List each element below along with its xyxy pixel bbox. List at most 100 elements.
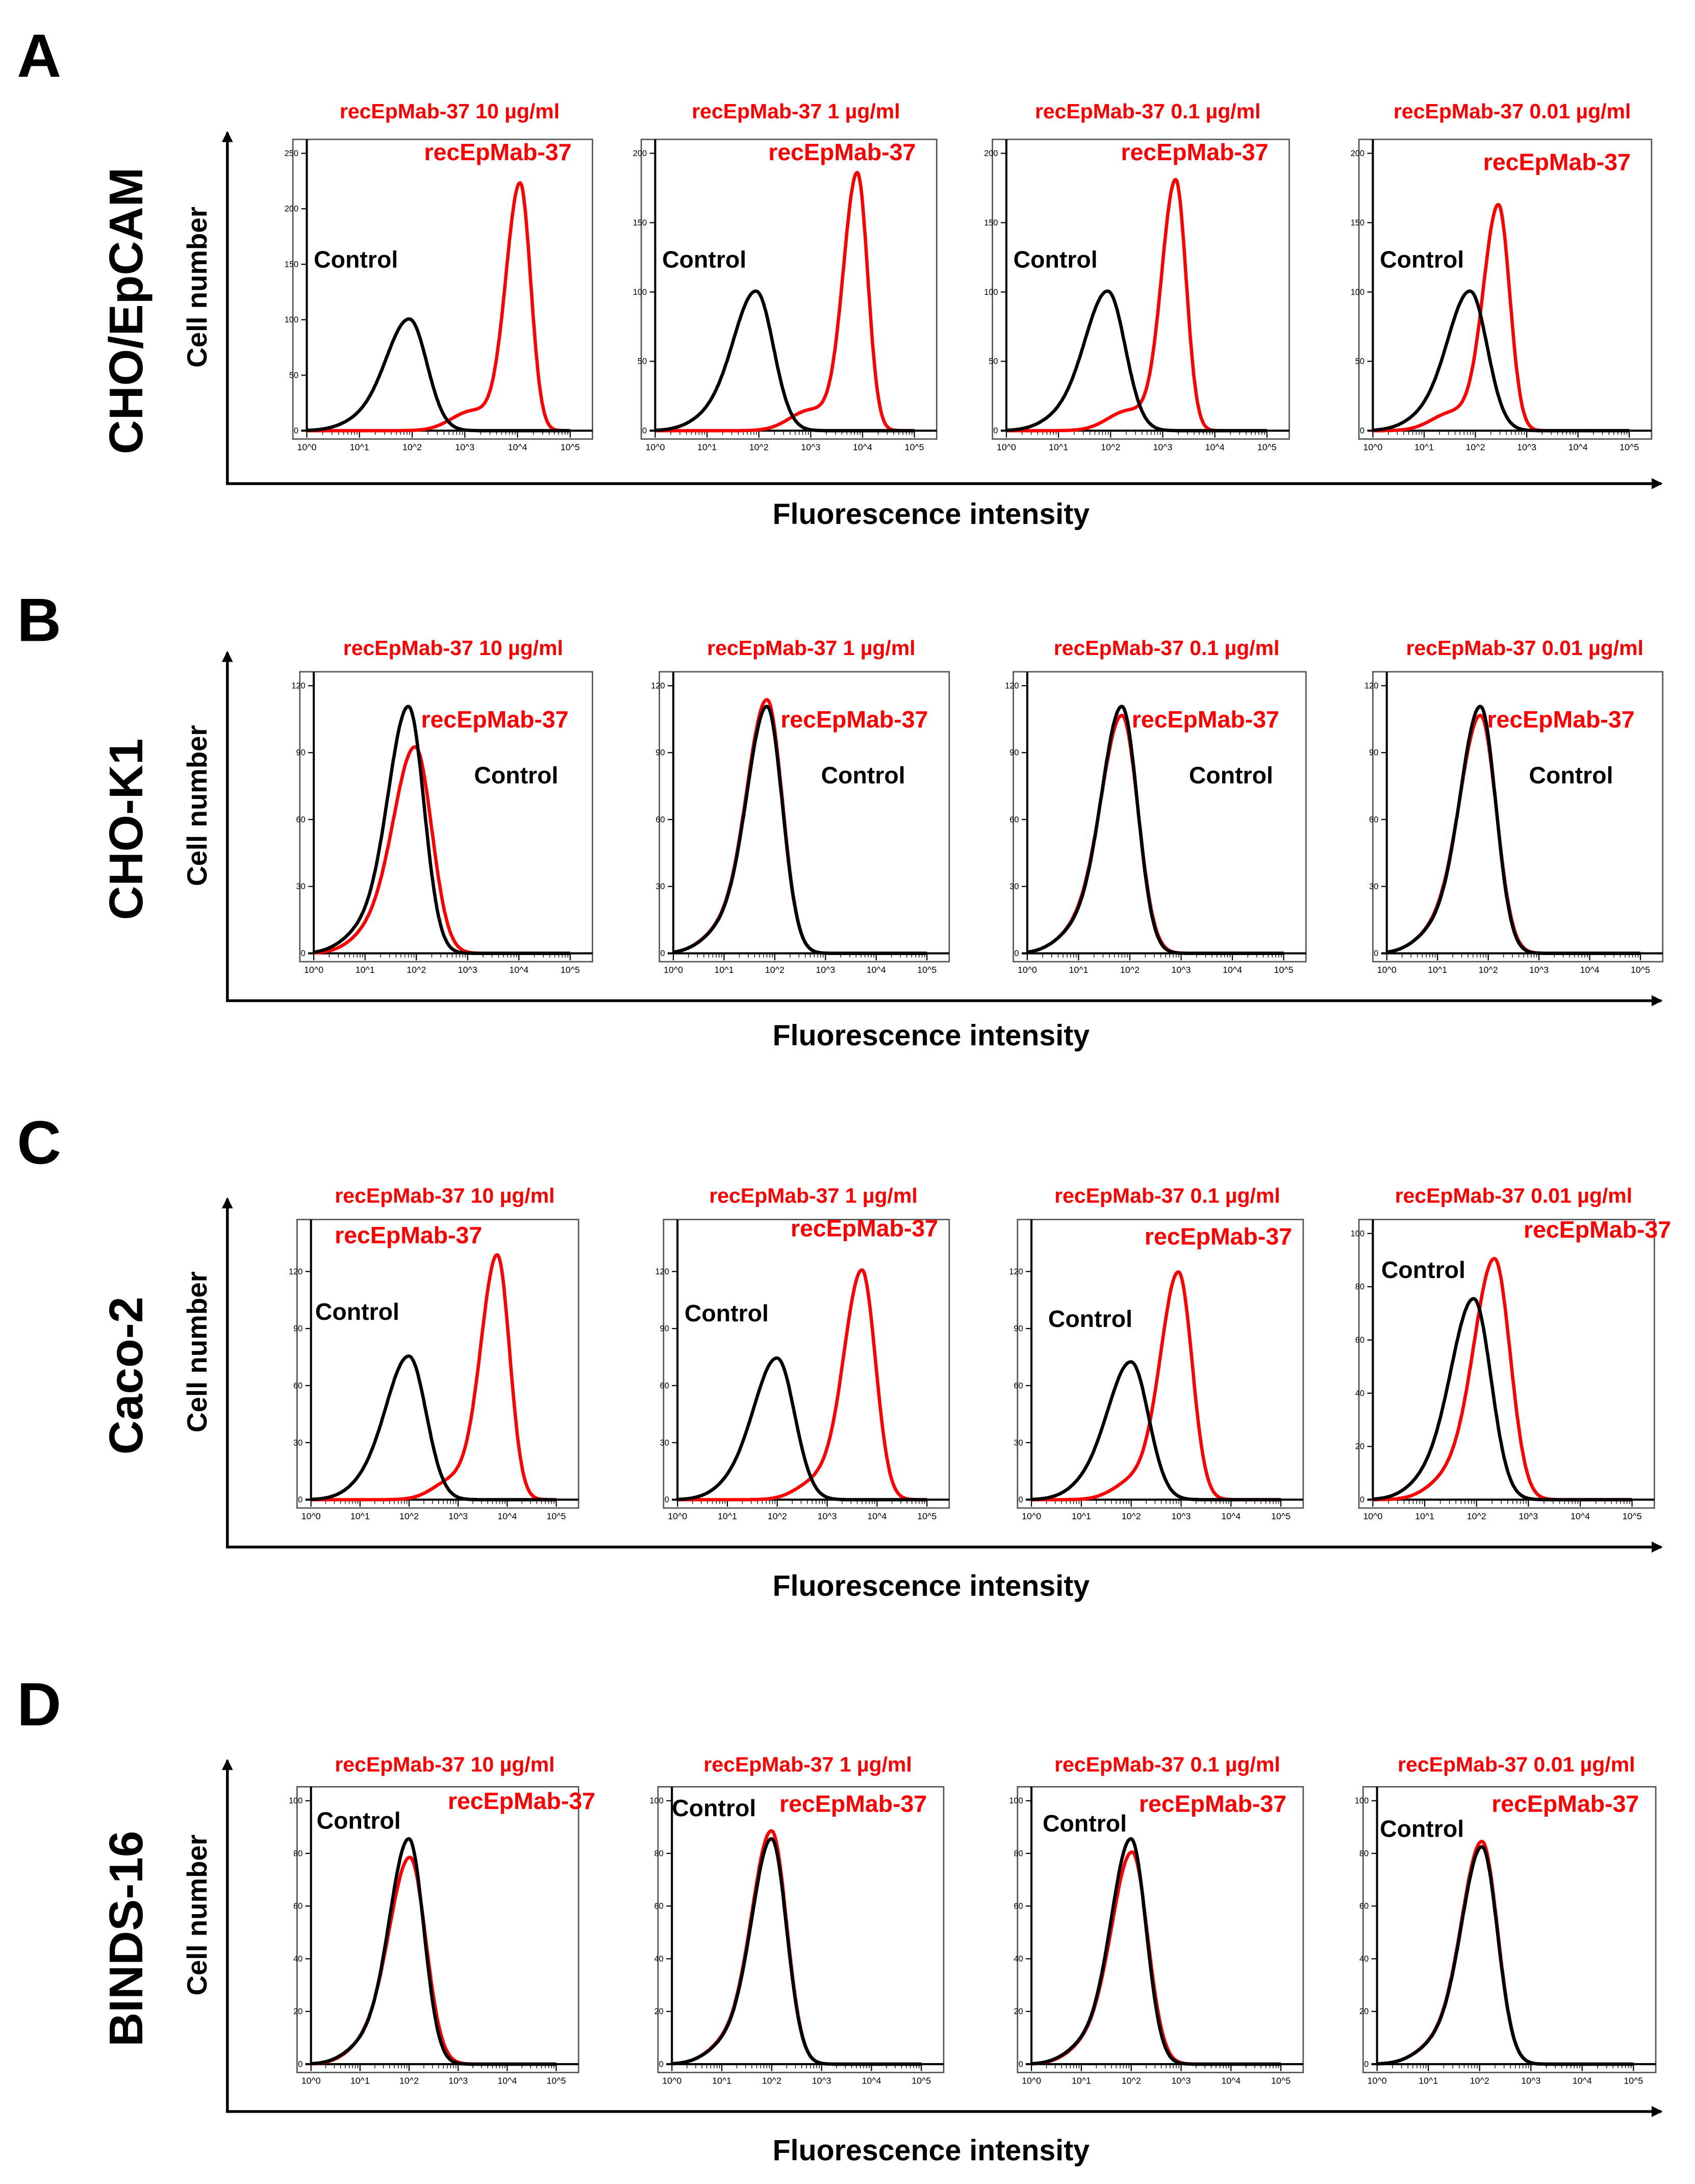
y-tick-label: 200 — [633, 149, 647, 158]
cell-line-label: Caco-2 — [99, 1297, 153, 1455]
histogram-panel: recEpMab-37 0.1 µg/ml 0 30 60 90 120 10^0 10^1 1… — [1005, 636, 1307, 975]
x-tick-label: 10^3 — [448, 1511, 468, 1521]
control-curve-label: Control — [1014, 246, 1098, 273]
y-tick-label: 100 — [1351, 1229, 1364, 1238]
antibody-histogram-curve — [1386, 714, 1641, 955]
y-tick-label: 100 — [650, 1796, 664, 1805]
x-tick-label: 10^1 — [697, 442, 717, 452]
y-tick-label: 60 — [1359, 1902, 1369, 1911]
y-tick-label: 80 — [1014, 1849, 1023, 1858]
x-tick-label: 10^1 — [350, 442, 369, 452]
histogram-panel: recEpMab-37 0.01 µg/ml 0 30 60 90 120 10^0 10^1… — [1364, 636, 1664, 975]
y-tick-label: 0 — [294, 426, 298, 436]
x-tick-label: 10^2 — [407, 965, 426, 975]
x-tick-label: 10^2 — [768, 1511, 787, 1521]
y-tick-label: 80 — [293, 1849, 302, 1858]
x-tick-label: 10^2 — [402, 442, 422, 452]
y-tick-label: 20 — [293, 2007, 302, 2016]
histogram-panel: recEpMab-37 10 µg/ml 0 30 60 90 120 10^0 10^1 10… — [291, 636, 593, 975]
x-tick-label: 10^4 — [1580, 965, 1600, 975]
x-tick-label: 10^5 — [561, 965, 580, 975]
y-tick-label: 50 — [1355, 357, 1364, 366]
x-tick-label: 10^5 — [1620, 442, 1639, 452]
control-curve-label: Control — [1380, 246, 1464, 273]
y-tick-label: 0 — [659, 2060, 664, 2069]
y-tick-label: 40 — [1014, 1954, 1023, 1964]
row-C: C Caco-2 Cell number Fluorescence intensity… — [17, 1109, 1671, 1602]
x-tick-label: 10^2 — [399, 2075, 419, 2086]
y-tick-label: 30 — [660, 1438, 669, 1447]
x-tick-label: 10^0 — [1368, 2075, 1387, 2086]
x-tick-label: 10^4 — [1205, 442, 1225, 452]
antibody-histogram-curve — [306, 181, 571, 433]
y-tick-label: 0 — [1014, 949, 1019, 958]
x-tick-label: 10^1 — [1049, 442, 1068, 452]
x-tick-label: 10^0 — [664, 965, 683, 975]
x-tick-label: 10^2 — [1467, 1511, 1486, 1521]
histogram-panel: recEpMab-37 10 µg/ml 0 20 40 60 80 100 10^0 10^1… — [289, 1752, 595, 2086]
y-tick-label: 20 — [1359, 2007, 1369, 2016]
x-tick-label: 10^0 — [301, 1511, 321, 1521]
x-tick-label: 10^4 — [509, 965, 528, 975]
antibody-histogram-curve — [671, 1829, 922, 2066]
control-histogram-curve — [313, 705, 571, 955]
control-curve-label: Control — [1381, 1257, 1465, 1283]
x-tick-label: 10^0 — [1022, 2075, 1041, 2086]
y-tick-label: 30 — [655, 882, 665, 891]
panel-title: recEpMab-37 0.01 µg/ml — [1395, 1184, 1632, 1208]
x-axis-label: Fluorescence intensity — [773, 1019, 1090, 1052]
x-tick-label: 10^3 — [1519, 1511, 1538, 1521]
control-curve-label: Control — [314, 246, 398, 273]
histogram-panel: recEpMab-37 10 µg/ml 0 50 100 150 200 250 10^0 1… — [285, 99, 593, 452]
control-curve-label: Control — [474, 762, 558, 788]
plot-frame — [1362, 1786, 1657, 2073]
antibody-curve-label: recEpMab-37 — [791, 1215, 938, 1241]
antibody-histogram-curve — [310, 1253, 558, 1501]
antibody-curve-label: recEpMab-37 — [1487, 706, 1634, 733]
x-tick-label: 10^5 — [1623, 1511, 1642, 1521]
x-tick-label: 10^5 — [905, 442, 924, 452]
x-tick-label: 10^5 — [1271, 1511, 1291, 1521]
panel-title: recEpMab-37 1 µg/ml — [709, 1184, 917, 1208]
y-tick-label: 60 — [655, 815, 665, 824]
y-tick-label: 90 — [293, 1324, 302, 1334]
y-tick-label: 60 — [293, 1381, 302, 1390]
y-tick-label: 60 — [660, 1381, 669, 1390]
histogram-panel: recEpMab-37 1 µg/ml 0 30 60 90 120 10^0 10^1 10^… — [651, 636, 950, 975]
plot-frame — [1017, 1219, 1304, 1509]
y-tick-label: 60 — [1369, 815, 1378, 824]
antibody-histogram-curve — [1026, 714, 1285, 955]
x-tick-label: 10^4 — [862, 2075, 881, 2086]
panel-title: recEpMab-37 1 µg/ml — [692, 99, 900, 123]
control-histogram-curve — [306, 317, 571, 433]
y-tick-label: 80 — [654, 1849, 664, 1858]
y-tick-label: 100 — [984, 288, 998, 297]
x-tick-label: 10^0 — [304, 965, 323, 975]
y-tick-label: 100 — [285, 315, 298, 324]
x-tick-label: 10^2 — [1470, 2075, 1489, 2086]
y-tick-label: 120 — [1005, 682, 1019, 691]
control-histogram-curve — [1005, 289, 1268, 433]
x-tick-label: 10^2 — [1466, 442, 1485, 452]
plot-frame — [640, 138, 938, 440]
y-tick-label: 0 — [1360, 1495, 1364, 1504]
x-tick-label: 10^3 — [818, 1511, 837, 1521]
panel-letter: B — [17, 586, 61, 655]
panel-title: recEpMab-37 0.1 µg/ml — [1054, 1752, 1280, 1776]
cell-line-label: BINDS-16 — [99, 1831, 153, 2047]
control-histogram-curve — [1026, 705, 1285, 955]
control-histogram-curve — [1386, 705, 1641, 955]
y-tick-label: 100 — [1355, 1796, 1369, 1805]
control-curve-label: Control — [685, 1300, 769, 1326]
x-tick-label: 10^0 — [1363, 1511, 1382, 1521]
row-A: A CHO/EpCAM Cell number Fluorescence intens… — [17, 21, 1663, 531]
y-tick-label: 0 — [1374, 949, 1378, 958]
control-curve-label: Control — [1189, 762, 1273, 788]
x-tick-label: 10^1 — [1072, 2075, 1091, 2086]
y-tick-label: 150 — [633, 218, 647, 228]
y-tick-label: 50 — [289, 371, 298, 380]
x-tick-label: 10^2 — [1479, 965, 1498, 975]
y-tick-label: 50 — [638, 357, 647, 366]
plot-frame — [1013, 671, 1307, 963]
